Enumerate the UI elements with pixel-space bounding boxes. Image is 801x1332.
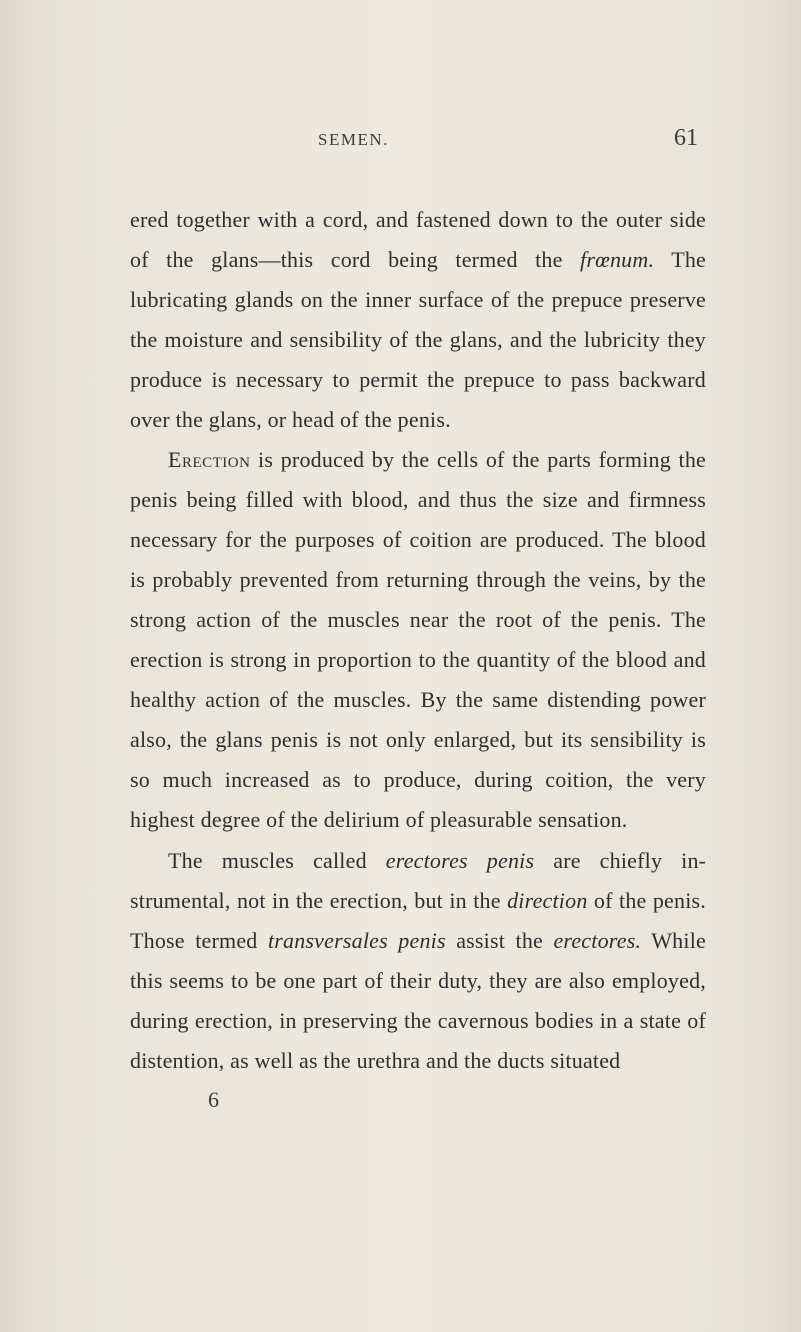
text-run: erectores penis bbox=[386, 848, 534, 873]
page-number: 61 bbox=[674, 125, 698, 152]
text-run: erectores. bbox=[553, 928, 641, 953]
body-text: ered together with a cord, and fastened … bbox=[130, 200, 706, 1081]
text-run: transversales penis bbox=[268, 928, 446, 953]
signature-mark: 6 bbox=[208, 1087, 706, 1113]
text-run: Erection bbox=[168, 447, 250, 472]
text-run: The muscles called bbox=[168, 848, 386, 873]
text-run: is produced by the cells of the parts fo… bbox=[130, 447, 706, 832]
text-run: frœnum. bbox=[580, 247, 654, 272]
paragraph: Erection is produced by the cells of the… bbox=[130, 440, 706, 840]
page-header: SEMEN. 61 bbox=[130, 125, 706, 152]
text-run: assist the bbox=[446, 928, 554, 953]
text-run: direction bbox=[507, 888, 587, 913]
running-head: SEMEN. bbox=[318, 130, 389, 150]
paragraph: The muscles called erectores penis are c… bbox=[130, 841, 706, 1081]
book-page: SEMEN. 61 ered together with a cord, and… bbox=[0, 0, 801, 1332]
text-run: The lubricating glands on the inner sur­… bbox=[130, 247, 706, 432]
paragraph: ered together with a cord, and fastened … bbox=[130, 200, 706, 440]
